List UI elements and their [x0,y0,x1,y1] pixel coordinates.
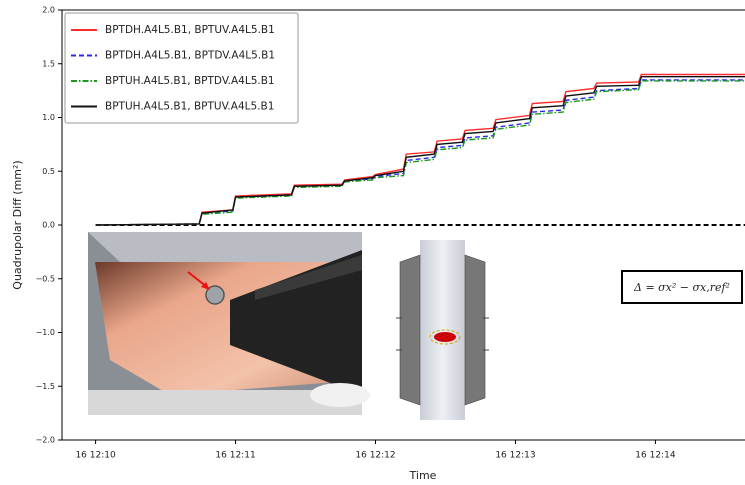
chart: −2.0 −1.5 −1.0 −0.5 0.0 0.5 1.0 1.5 2.0 16 12:10 1… [0,0,745,485]
y-tick-label: 0.5 [42,167,55,176]
legend: BPTDH.A4L5.B1, BPTUV.A4L5.B1 BPTDH.A4L5.B… [65,13,298,123]
x-tick-label: 16 12:14 [635,451,676,461]
formula-box: Δ = σx² − σx,ref² [622,271,742,303]
y-tick-label: −1.0 [36,328,55,337]
y-tick-label: −0.5 [36,274,55,283]
x-tick-label: 16 12:13 [495,451,535,461]
y-tick-label: 1.5 [42,59,55,68]
y-tick-label: 2.0 [42,6,55,15]
x-tick-label: 16 12:12 [355,451,395,461]
y-axis-label: Quadrupolar Diff (mm²) [11,160,24,289]
x-tick-label: 16 12:10 [75,451,116,461]
y-tick-label: −2.0 [36,436,55,445]
annotation: Δ = σx² − σx,ref² [633,281,730,294]
inset-diagram [395,240,490,420]
y-tick-label: 1.0 [42,113,55,122]
y-tick-label: 0.0 [42,221,55,230]
legend-label: BPTDH.A4L5.B1, BPTUV.A4L5.B1 [105,24,275,36]
y-tick-label: −1.5 [36,382,55,391]
x-tick-label: 16 12:11 [215,451,255,461]
inset-photo [88,232,370,415]
legend-label: BPTUH.A4L5.B1, BPTDV.A4L5.B1 [105,75,275,87]
legend-label: BPTUH.A4L5.B1, BPTUV.A4L5.B1 [105,101,274,113]
legend-label: BPTDH.A4L5.B1, BPTDV.A4L5.B1 [105,50,275,62]
x-axis-label: Time [409,469,437,482]
